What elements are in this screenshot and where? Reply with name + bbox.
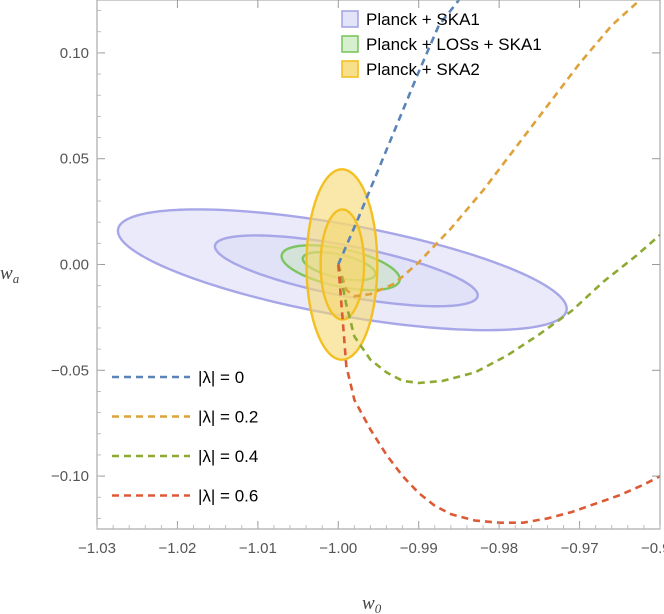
legend-lines: |λ| = 0 |λ| = 0.2 |λ| = 0.4 |λ| = 0.6	[112, 368, 258, 506]
ellipse-planck-ska2-inner	[319, 208, 366, 321]
legend-label-lambda-2: |λ| = 0.4	[198, 447, 258, 466]
y-tick-label: −0.10	[51, 468, 89, 485]
x-axis-label-main: w	[362, 593, 375, 614]
x-tick-label: −0.96	[641, 540, 664, 557]
curve-lambda-0	[337, 0, 460, 266]
curve-lambda-2	[337, 233, 660, 385]
y-axis-label: wa	[0, 263, 20, 286]
y-tick-label: 0.00	[60, 257, 89, 274]
confidence-ellipses	[116, 168, 568, 361]
legend-swatch-planck-ska2	[341, 60, 359, 78]
x-tick-label: −0.99	[400, 540, 438, 557]
curve-lambda-3	[336, 264, 660, 524]
legend-label-lambda-3: |λ| = 0.6	[198, 487, 258, 506]
x-axis-label: w0	[362, 593, 382, 614]
x-tick-label: −1.03	[78, 540, 116, 557]
legend-label-lambda-1: |λ| = 0.2	[198, 408, 258, 427]
y-axis-label-main: w	[0, 263, 13, 284]
y-tick-label: −0.05	[51, 362, 89, 379]
x-axis-label-sub: 0	[375, 601, 382, 614]
x-tick-label: −1.00	[319, 540, 357, 557]
y-tick-label: 0.10	[60, 45, 89, 62]
legend-label-planck-ska1: Planck + SKA1	[366, 10, 480, 29]
legend-label-lambda-0: |λ| = 0	[198, 368, 244, 387]
lambda-curves	[336, 0, 660, 524]
legend-ellipses: Planck + SKA1 Planck + LOSs + SKA1 Planck …	[341, 10, 542, 79]
legend-label-planck-loss-ska1: Planck + LOSs + SKA1	[366, 35, 542, 54]
axis-ticks: −1.03 −1.02 −1.01 −1.00 −0.99 −0.98 −0.97 −0.96…	[51, 0, 664, 557]
y-tick-label: 0.05	[60, 151, 89, 168]
x-tick-label: −1.02	[158, 540, 196, 557]
x-tick-label: −1.01	[239, 540, 277, 557]
curve-lambda-1	[337, 0, 641, 298]
x-tick-label: −0.97	[561, 540, 599, 557]
x-tick-label: −0.98	[480, 540, 518, 557]
legend-label-planck-ska2: Planck + SKA2	[366, 60, 480, 79]
legend-swatch-planck-loss-ska1	[341, 35, 359, 53]
legend-swatch-planck-ska1	[341, 10, 359, 28]
y-axis-label-sub: a	[13, 271, 20, 286]
